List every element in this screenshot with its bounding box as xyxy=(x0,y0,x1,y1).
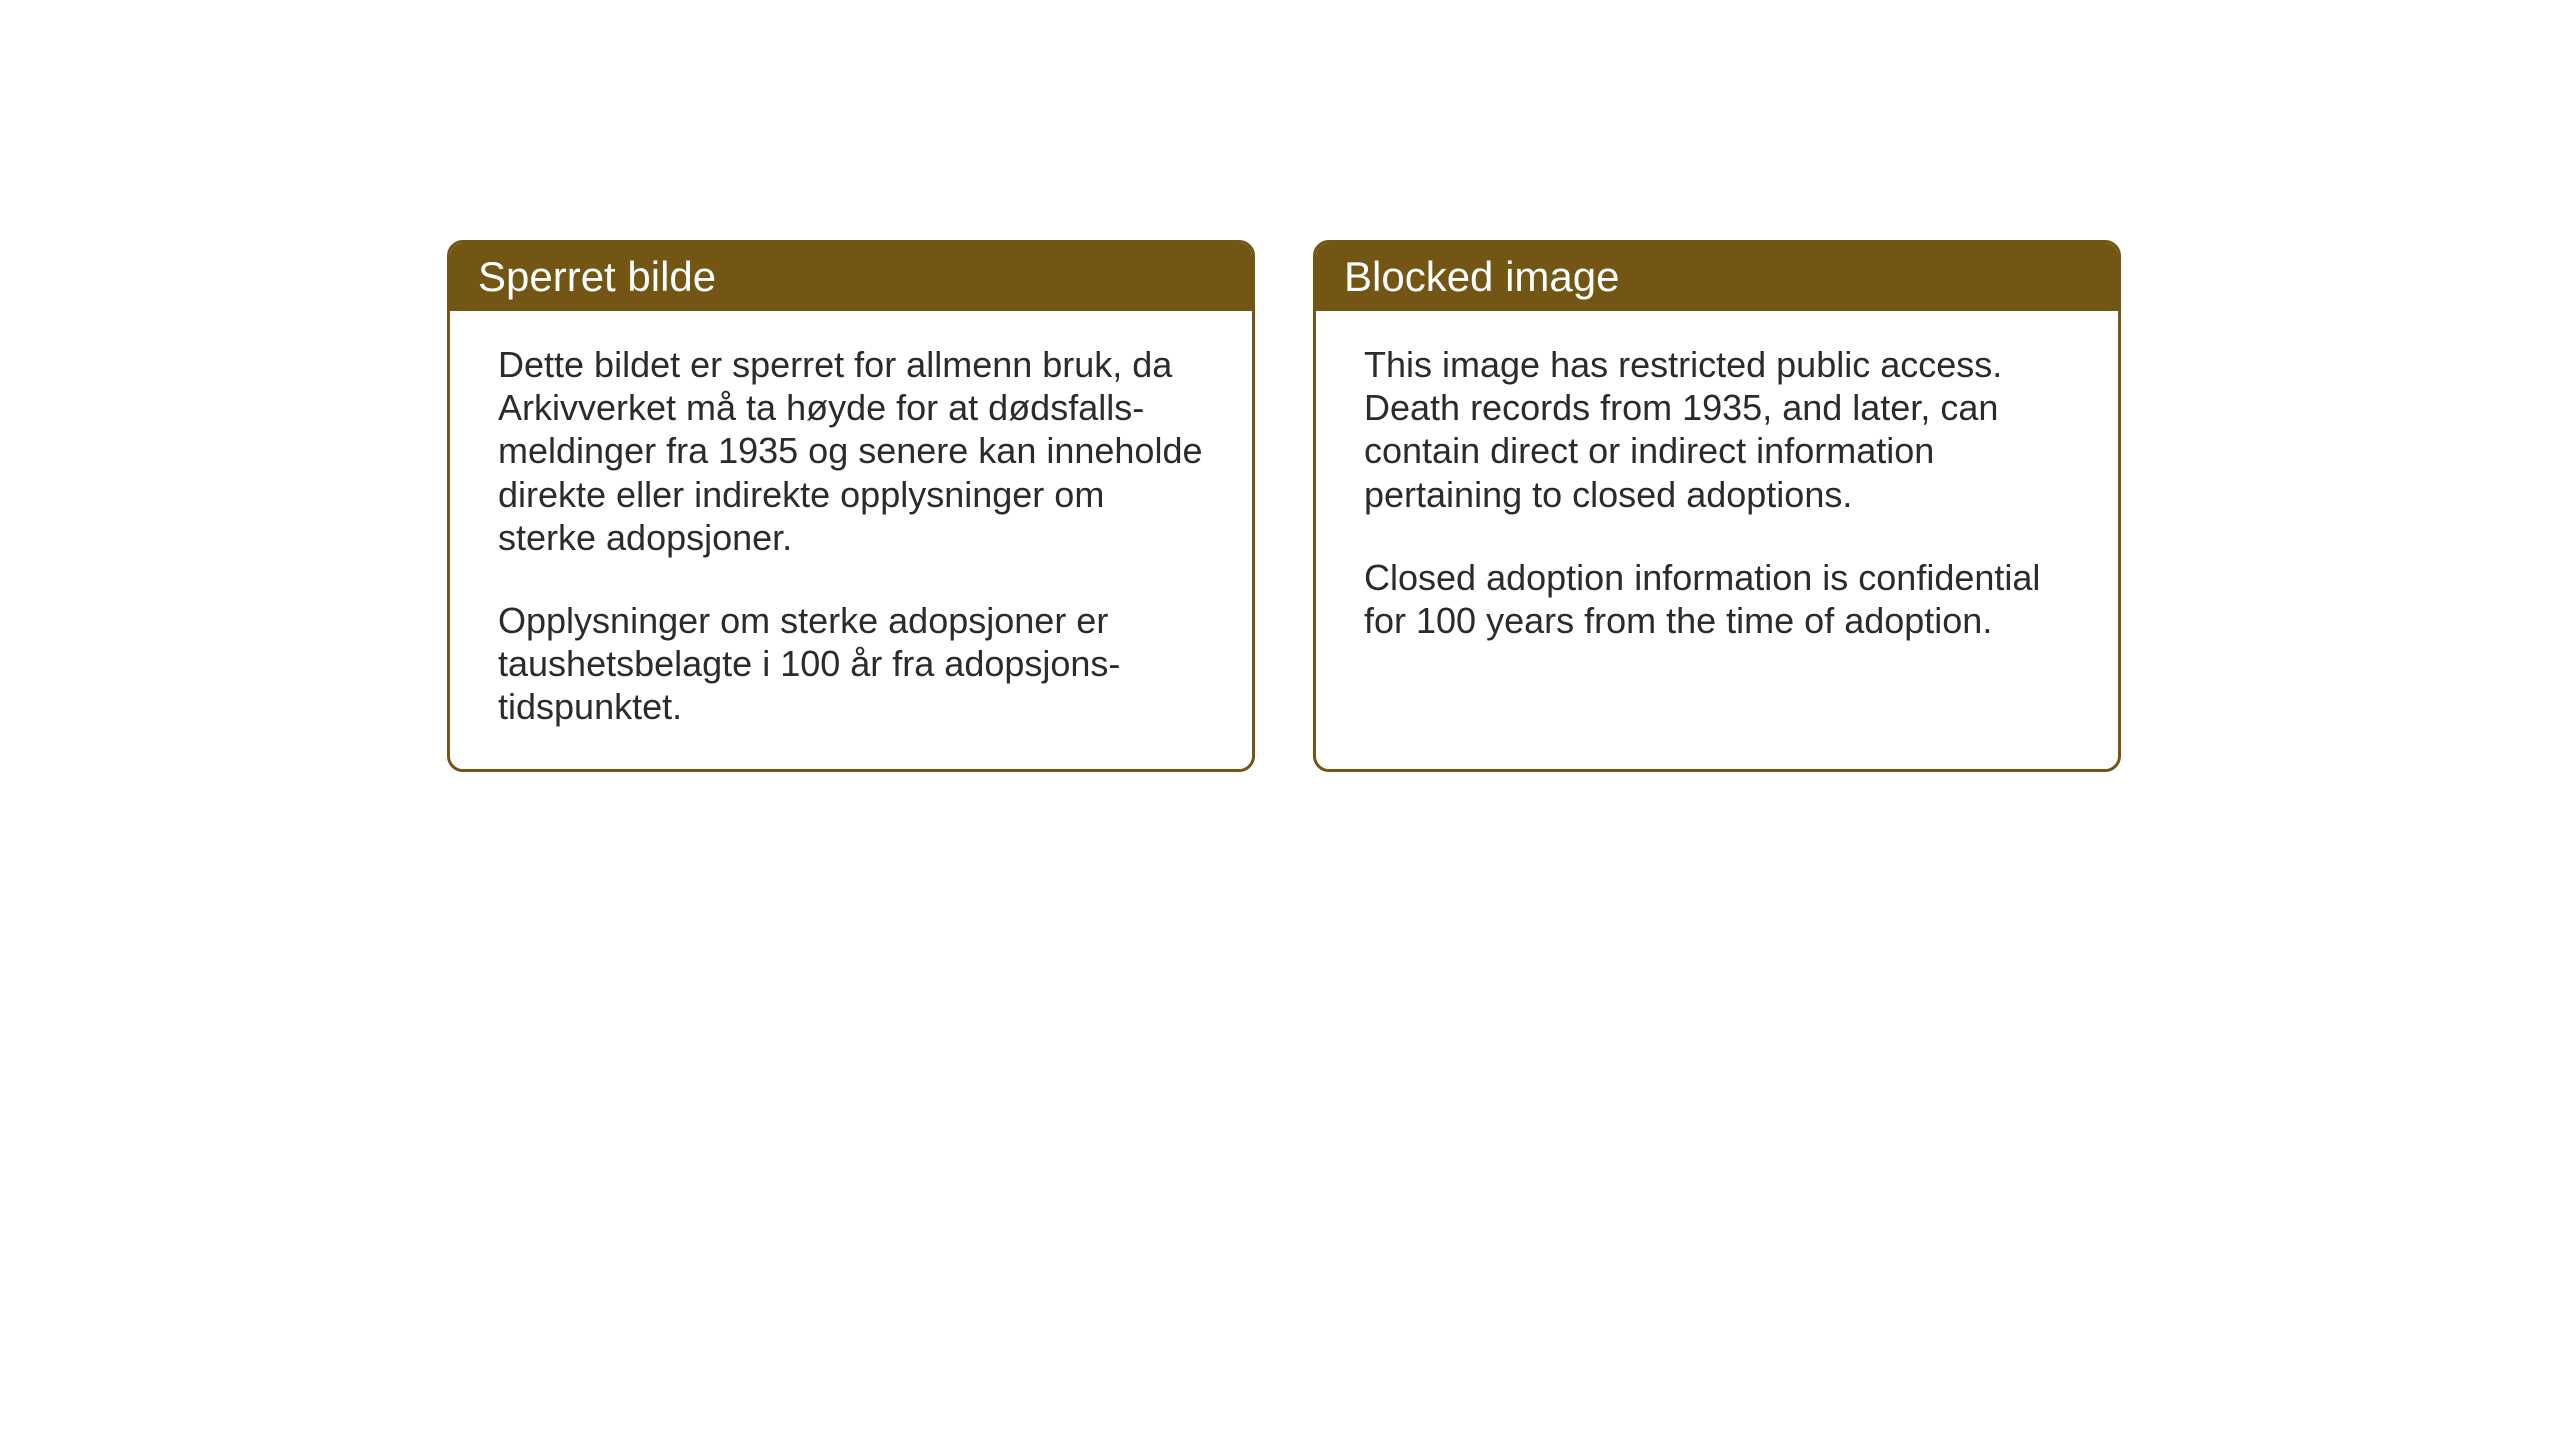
card-paragraph-1-norwegian: Dette bildet er sperret for allmenn bruk… xyxy=(498,343,1204,559)
card-body-english: This image has restricted public access.… xyxy=(1316,311,2118,682)
card-paragraph-2-norwegian: Opplysninger om sterke adopsjoner er tau… xyxy=(498,599,1204,729)
card-paragraph-1-english: This image has restricted public access.… xyxy=(1364,343,2070,516)
card-container: Sperret bilde Dette bildet er sperret fo… xyxy=(447,240,2121,772)
card-body-norwegian: Dette bildet er sperret for allmenn bruk… xyxy=(450,311,1252,769)
card-paragraph-2-english: Closed adoption information is confident… xyxy=(1364,556,2070,642)
card-header-norwegian: Sperret bilde xyxy=(450,243,1252,311)
card-title-norwegian: Sperret bilde xyxy=(478,253,716,300)
card-english: Blocked image This image has restricted … xyxy=(1313,240,2121,772)
card-header-english: Blocked image xyxy=(1316,243,2118,311)
card-title-english: Blocked image xyxy=(1344,253,1619,300)
card-norwegian: Sperret bilde Dette bildet er sperret fo… xyxy=(447,240,1255,772)
